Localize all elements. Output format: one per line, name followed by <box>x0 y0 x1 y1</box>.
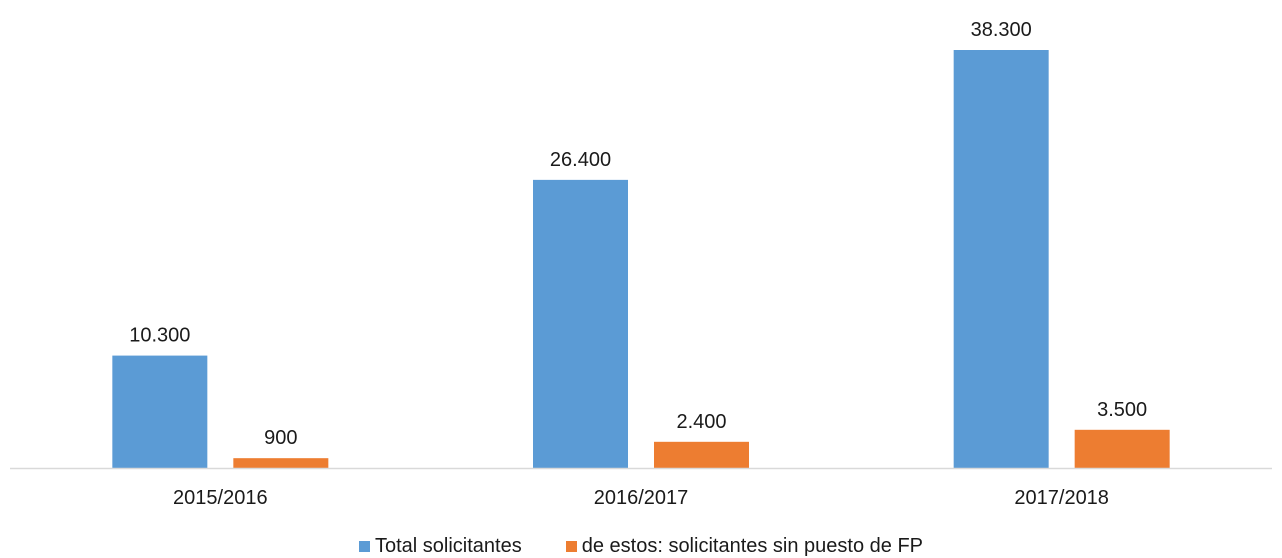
data-label-sin-puesto-1: 2.400 <box>676 411 726 433</box>
data-label-sin-puesto-0: 900 <box>264 427 297 449</box>
legend-item-sin-puesto: de estos: solicitantes sin puesto de FP <box>565 534 924 558</box>
legend-label-sin-puesto: de estos: solicitantes sin puesto de FP <box>581 534 924 557</box>
bar-sin-puesto-2 <box>1074 429 1170 468</box>
category-labels-group: 2015/2016 2016/2017 2017/2018 <box>173 487 1109 509</box>
data-label-total-2: 38.300 <box>971 19 1032 41</box>
data-label-sin-puesto-2: 3.500 <box>1097 399 1147 421</box>
data-label-total-1: 26.400 <box>550 149 611 171</box>
bar-sin-puesto-1 <box>654 441 749 468</box>
value-labels-group: 10.300 900 26.400 2.400 38.300 3.500 <box>129 19 1147 449</box>
category-label-2: 2017/2018 <box>1014 487 1109 509</box>
bar-chart: 10.300 900 26.400 2.400 38.300 3.500 2015/201… <box>10 19 1272 509</box>
category-label-0: 2015/2016 <box>173 487 268 509</box>
bars-group <box>112 50 1170 468</box>
bar-sin-puesto-0 <box>233 458 329 468</box>
category-label-1: 2016/2017 <box>594 487 689 509</box>
legend-item-total: Total solicitantes <box>358 534 522 558</box>
legend: Total solicitantes de estos: solicitante… <box>0 534 1282 558</box>
bar-total-2 <box>953 50 1049 468</box>
bar-total-1 <box>533 179 628 468</box>
legend-swatch-total <box>358 540 370 552</box>
legend-swatch-sin-puesto <box>565 540 577 552</box>
legend-label-total: Total solicitantes <box>374 534 522 557</box>
data-label-total-0: 10.300 <box>129 325 190 347</box>
bar-total-0 <box>112 355 208 468</box>
